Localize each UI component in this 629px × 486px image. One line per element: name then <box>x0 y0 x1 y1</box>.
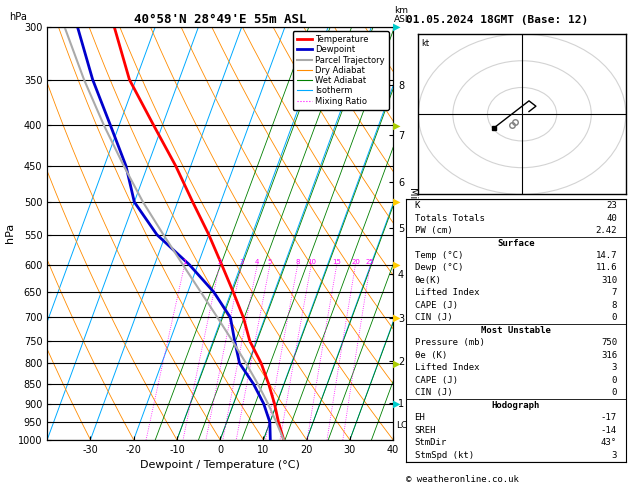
Text: 3: 3 <box>611 364 617 372</box>
Text: kt: kt <box>422 39 430 49</box>
Text: PW (cm): PW (cm) <box>415 226 452 235</box>
X-axis label: Dewpoint / Temperature (°C): Dewpoint / Temperature (°C) <box>140 460 300 470</box>
Text: LCL: LCL <box>397 421 413 430</box>
Text: © weatheronline.co.uk: © weatheronline.co.uk <box>406 474 518 484</box>
Text: ▶: ▶ <box>392 121 400 130</box>
Text: CAPE (J): CAPE (J) <box>415 301 457 310</box>
Text: CAPE (J): CAPE (J) <box>415 376 457 385</box>
Text: 2: 2 <box>218 259 222 264</box>
Text: 8: 8 <box>296 259 300 264</box>
Text: Pressure (mb): Pressure (mb) <box>415 338 484 347</box>
Text: K: K <box>415 201 420 210</box>
Text: 01.05.2024 18GMT (Base: 12): 01.05.2024 18GMT (Base: 12) <box>406 15 588 25</box>
Text: 0: 0 <box>611 376 617 385</box>
Text: CIN (J): CIN (J) <box>415 388 452 398</box>
Text: 0: 0 <box>611 388 617 398</box>
Text: θe(K): θe(K) <box>415 276 442 285</box>
Text: 8: 8 <box>611 301 617 310</box>
Text: SREH: SREH <box>415 426 436 435</box>
Text: ▶: ▶ <box>392 197 400 207</box>
Text: 4: 4 <box>255 259 260 264</box>
Text: 10: 10 <box>307 259 316 264</box>
Text: 14.7: 14.7 <box>596 251 617 260</box>
Y-axis label: hPa: hPa <box>5 223 15 243</box>
Text: ▶: ▶ <box>392 22 400 32</box>
Text: 3: 3 <box>239 259 243 264</box>
Legend: Temperature, Dewpoint, Parcel Trajectory, Dry Adiabat, Wet Adiabat, Isotherm, Mi: Temperature, Dewpoint, Parcel Trajectory… <box>292 31 389 110</box>
Text: Totals Totals: Totals Totals <box>415 213 484 223</box>
Text: Hodograph: Hodograph <box>492 401 540 410</box>
Text: 316: 316 <box>601 351 617 360</box>
Text: 15: 15 <box>332 259 341 264</box>
Text: -14: -14 <box>601 426 617 435</box>
Text: 0: 0 <box>611 313 617 323</box>
Text: ▶: ▶ <box>392 260 400 270</box>
Text: 750: 750 <box>601 338 617 347</box>
Text: 3: 3 <box>611 451 617 460</box>
Text: ▶: ▶ <box>392 358 400 368</box>
Text: 25: 25 <box>366 259 375 264</box>
Text: Lifted Index: Lifted Index <box>415 289 479 297</box>
Text: 43°: 43° <box>601 438 617 448</box>
Y-axis label: Mixing Ratio (g/kg): Mixing Ratio (g/kg) <box>408 187 418 279</box>
Text: θe (K): θe (K) <box>415 351 447 360</box>
Text: 40: 40 <box>606 213 617 223</box>
Text: Temp (°C): Temp (°C) <box>415 251 463 260</box>
Text: EH: EH <box>415 414 425 422</box>
Text: 5: 5 <box>268 259 272 264</box>
Text: Lifted Index: Lifted Index <box>415 364 479 372</box>
Text: Surface: Surface <box>497 239 535 247</box>
Text: 310: 310 <box>601 276 617 285</box>
Text: 20: 20 <box>351 259 360 264</box>
Text: StmSpd (kt): StmSpd (kt) <box>415 451 474 460</box>
Text: km
ASL: km ASL <box>394 6 411 24</box>
Text: StmDir: StmDir <box>415 438 447 448</box>
Text: ▶: ▶ <box>392 399 400 409</box>
Text: Dewp (°C): Dewp (°C) <box>415 263 463 273</box>
Text: 11.6: 11.6 <box>596 263 617 273</box>
Text: 2.42: 2.42 <box>596 226 617 235</box>
Text: 23: 23 <box>606 201 617 210</box>
Text: hPa: hPa <box>9 12 27 22</box>
Text: ▶: ▶ <box>392 312 400 322</box>
Text: 1: 1 <box>182 259 187 264</box>
Text: CIN (J): CIN (J) <box>415 313 452 323</box>
Text: Most Unstable: Most Unstable <box>481 326 551 335</box>
Title: 40°58'N 28°49'E 55m ASL: 40°58'N 28°49'E 55m ASL <box>134 13 306 26</box>
Text: 7: 7 <box>611 289 617 297</box>
Text: -17: -17 <box>601 414 617 422</box>
